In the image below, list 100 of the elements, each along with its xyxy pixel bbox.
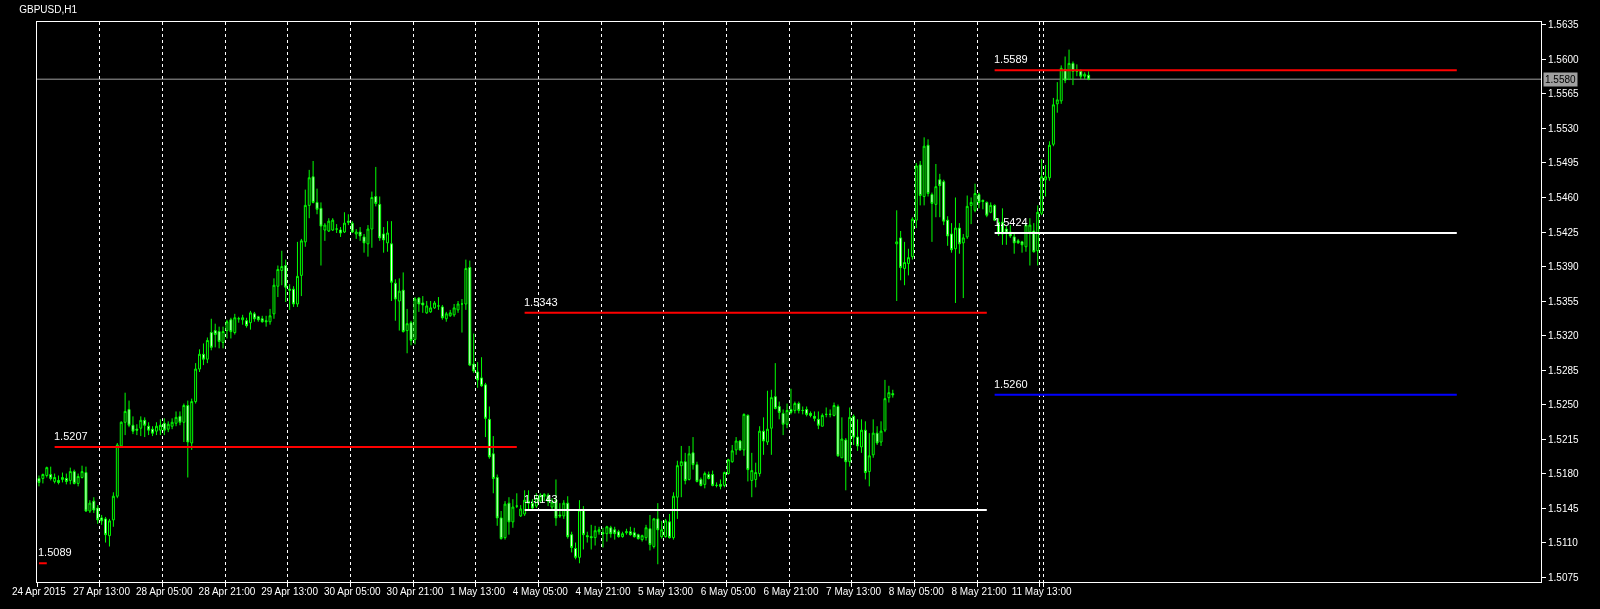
x-tick-label: 11 May 13:00 [1011,586,1072,597]
candlestick [993,203,997,222]
candlestick [425,300,429,315]
x-tick-label: 29 Apr 13:00 [261,586,319,597]
candlestick [296,241,299,308]
candlestick [1087,70,1091,81]
y-tick-label: 1.5145 [1548,502,1580,514]
candlestick [147,421,151,436]
y-tick-label: 1.5075 [1548,571,1580,583]
candlestick [437,296,440,311]
candlestick [922,136,926,206]
candlestick [1079,68,1083,80]
y-tick-label: 1.5530 [1548,122,1580,134]
candlestick [260,315,264,324]
x-tick-label: 30 Apr 05:00 [323,586,382,597]
candlestick [440,304,444,321]
candlestick [593,525,597,547]
candlestick [57,475,60,485]
y-tick-label: 1.5250 [1548,399,1580,411]
candlestick [797,401,801,414]
y-tick-label: 1.5425 [1548,226,1580,238]
candlestick [820,412,824,427]
candlestick [515,492,519,509]
candlestick [836,404,840,458]
candlestick [241,314,245,326]
candlestick [609,525,613,539]
candlestick [507,496,511,536]
candlestick [186,400,190,478]
y-tick-label: 1.5180 [1548,468,1580,480]
candlestick [429,300,433,314]
candlestick [891,389,895,399]
x-tick-label: 24 Apr 2015 [11,586,67,597]
candlestick [174,410,178,427]
candlestick [871,418,875,459]
candlestick [233,313,237,336]
candlestick [628,526,632,537]
candlestick [217,326,221,349]
candlestick [143,416,147,438]
candlestick [621,531,624,538]
candlestick [49,466,53,481]
candlestick [249,310,252,331]
candlestick [72,469,76,485]
y-tick-label: 1.5215 [1548,433,1580,445]
candlestick [589,524,593,550]
x-tick-label: 8 May 05:00 [888,586,945,597]
y-tick-label: 1.5600 [1548,53,1580,65]
candlestick [954,196,957,304]
candlestick [664,518,668,539]
candlestick [813,410,816,422]
candlestick [809,410,812,418]
candlestick [61,472,64,483]
y-tick-label: 1.5565 [1548,88,1580,100]
candlestick [151,425,154,437]
chart-title: GBPUSD,H1 [19,4,78,16]
candlestick [632,527,636,539]
y-tick-label: 1.5110 [1548,537,1579,549]
x-tick-label: 28 Apr 21:00 [198,586,256,597]
y-tick-label: 1.5320 [1548,330,1580,342]
candlestick [331,217,335,232]
candlestick [895,209,899,302]
candlestick [413,296,417,345]
candlestick [84,466,88,513]
ref-line-label: 1.5580 [1545,74,1577,85]
data-label: 1.5207 [54,430,88,442]
candlestick [617,529,621,539]
x-tick-label: 28 Apr 05:00 [135,586,194,597]
candlestick [158,418,162,436]
candlestick [648,514,652,551]
candlestick [1083,71,1087,80]
candlestick [1028,217,1032,267]
x-tick-label: 4 May 05:00 [512,586,569,597]
y-tick-label: 1.5355 [1548,295,1580,307]
candlestick [578,499,581,564]
candlestick [503,500,507,541]
x-tick-label: 7 May 13:00 [826,586,882,597]
candlestick [433,300,436,310]
candlestick [421,295,425,314]
y-tick-label: 1.5390 [1548,261,1580,273]
y-tick-label: 1.5635 [1548,19,1580,31]
x-tick-label: 6 May 21:00 [763,586,819,597]
candlestick [68,467,72,485]
x-tick-label: 5 May 13:00 [638,586,694,597]
candlestick [155,421,158,436]
candlestick [1067,49,1071,81]
candlestick [816,410,820,430]
candlestick [1051,97,1055,147]
candlestick [711,470,715,487]
x-tick-label: 4 May 21:00 [575,586,631,597]
candlestick [805,406,809,417]
x-tick-label: 8 May 21:00 [951,586,1007,597]
x-tick-label: 1 May 13:00 [450,586,506,597]
candlestick [139,415,143,437]
data-label: 1.5260 [994,378,1028,390]
candlestick [104,516,107,544]
data-label: 1.5589 [994,53,1028,65]
x-tick-label: 30 Apr 21:00 [386,586,444,597]
candlestick [985,200,989,218]
candlestick [229,317,233,339]
data-label: 1.5089 [38,546,72,558]
candlestick [166,420,170,433]
